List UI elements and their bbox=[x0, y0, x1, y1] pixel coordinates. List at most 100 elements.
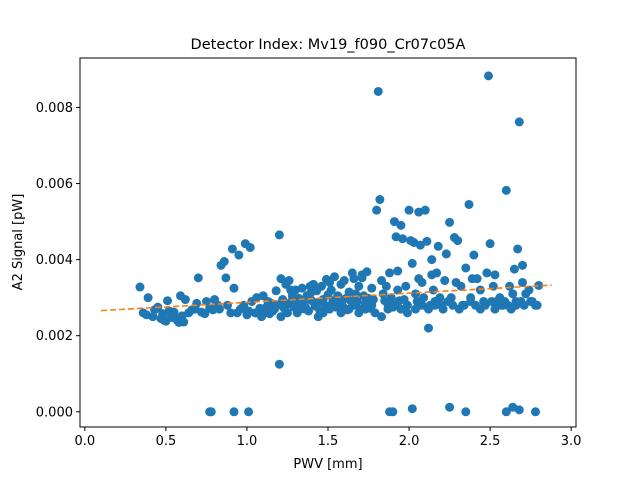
x-tick-label: 2.5 bbox=[480, 434, 501, 449]
data-point bbox=[349, 274, 359, 284]
data-point bbox=[438, 304, 448, 314]
data-point bbox=[428, 285, 438, 295]
x-axis-label: PWV [mm] bbox=[293, 457, 362, 472]
data-point bbox=[401, 281, 411, 291]
data-point bbox=[480, 300, 490, 310]
y-tick-label: 0.006 bbox=[36, 177, 73, 192]
data-point bbox=[326, 285, 336, 295]
data-point bbox=[376, 312, 386, 322]
data-point bbox=[501, 407, 511, 417]
data-point bbox=[396, 220, 406, 230]
data-point bbox=[354, 281, 364, 291]
data-point bbox=[226, 308, 236, 318]
data-point bbox=[305, 281, 315, 291]
data-point bbox=[352, 296, 362, 306]
data-point bbox=[300, 304, 310, 314]
fit-line bbox=[101, 284, 552, 312]
data-point bbox=[526, 296, 536, 306]
data-point bbox=[508, 289, 518, 299]
data-point bbox=[389, 217, 399, 227]
data-point bbox=[398, 234, 408, 244]
data-point bbox=[518, 277, 528, 287]
data-point bbox=[179, 317, 189, 327]
data-point bbox=[227, 244, 237, 254]
x-tick-label: 2.0 bbox=[399, 434, 420, 449]
data-point bbox=[393, 285, 403, 295]
data-point bbox=[229, 407, 239, 417]
data-point bbox=[385, 268, 395, 278]
y-tick-label: 0.000 bbox=[36, 405, 73, 420]
data-point bbox=[445, 402, 455, 412]
data-point bbox=[419, 293, 429, 303]
x-tick-label: 0.5 bbox=[156, 434, 177, 449]
data-point bbox=[433, 241, 443, 251]
data-point bbox=[464, 199, 474, 209]
data-point bbox=[244, 407, 254, 417]
data-point bbox=[281, 300, 291, 310]
data-point bbox=[325, 277, 335, 287]
data-point bbox=[505, 281, 515, 291]
data-point bbox=[163, 296, 173, 306]
data-point bbox=[411, 304, 421, 314]
data-point bbox=[252, 308, 262, 318]
data-point bbox=[135, 282, 145, 292]
data-point bbox=[336, 308, 346, 318]
data-point bbox=[234, 250, 244, 260]
data-point bbox=[292, 308, 302, 318]
data-point bbox=[519, 300, 529, 310]
data-point bbox=[282, 308, 292, 318]
data-point bbox=[245, 242, 255, 252]
data-point bbox=[221, 273, 231, 283]
data-point bbox=[373, 86, 383, 96]
data-point bbox=[490, 270, 500, 280]
data-point bbox=[509, 264, 519, 274]
data-point bbox=[339, 276, 349, 286]
data-point bbox=[424, 304, 433, 314]
data-point bbox=[415, 240, 425, 250]
data-point bbox=[143, 293, 153, 303]
y-axis: 0.000 0.002 0.004 0.006 0.008 bbox=[36, 101, 80, 420]
data-point bbox=[448, 300, 458, 310]
data-point bbox=[487, 296, 497, 306]
data-point bbox=[469, 250, 479, 260]
data-point bbox=[389, 300, 399, 310]
data-point bbox=[402, 308, 412, 318]
x-tick-label: 1.5 bbox=[318, 434, 339, 449]
x-tick-label: 1.0 bbox=[237, 434, 258, 449]
data-point bbox=[274, 359, 284, 369]
data-point bbox=[445, 217, 455, 227]
y-tick-label: 0.002 bbox=[36, 329, 73, 344]
data-point bbox=[383, 304, 393, 314]
data-point bbox=[360, 304, 370, 314]
data-point bbox=[532, 300, 542, 310]
data-point bbox=[407, 404, 417, 414]
data-point bbox=[482, 268, 492, 278]
plot-area bbox=[101, 71, 552, 417]
data-point bbox=[276, 312, 286, 322]
data-point bbox=[475, 285, 485, 295]
data-point bbox=[453, 236, 463, 246]
data-point bbox=[372, 205, 382, 215]
data-point bbox=[148, 312, 158, 322]
data-point bbox=[485, 239, 495, 249]
data-point bbox=[206, 407, 216, 417]
data-point bbox=[201, 296, 211, 306]
data-point bbox=[407, 258, 417, 268]
data-point bbox=[451, 277, 461, 287]
data-point bbox=[440, 276, 450, 286]
data-point bbox=[318, 308, 328, 318]
data-point bbox=[427, 270, 437, 280]
data-point bbox=[417, 300, 427, 310]
data-point bbox=[317, 281, 327, 291]
data-point bbox=[286, 285, 296, 295]
data-point bbox=[490, 304, 500, 314]
data-point bbox=[386, 293, 396, 303]
data-point bbox=[219, 257, 229, 267]
data-point bbox=[430, 300, 440, 310]
data-point bbox=[459, 300, 469, 310]
x-tick-label: 0.0 bbox=[75, 434, 96, 449]
y-axis-label: A2 Signal [pW] bbox=[11, 194, 26, 291]
data-point bbox=[381, 281, 391, 291]
data-point bbox=[514, 117, 524, 127]
